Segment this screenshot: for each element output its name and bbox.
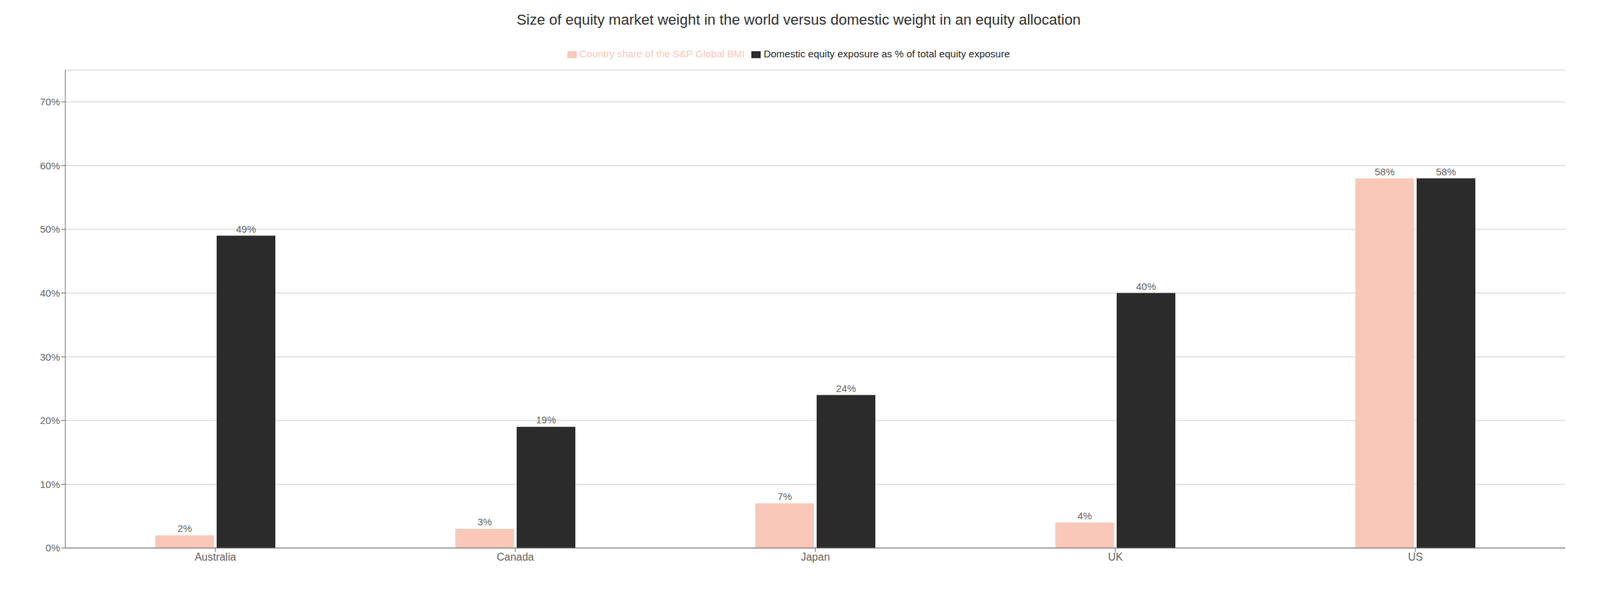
svg-text:7%: 7%	[777, 490, 792, 502]
svg-text:49%: 49%	[236, 223, 256, 235]
svg-text:20%: 20%	[40, 414, 60, 426]
svg-text:4%: 4%	[1077, 510, 1092, 522]
svg-text:Japan: Japan	[800, 551, 830, 563]
svg-text:2%: 2%	[177, 522, 192, 534]
svg-text:Australia: Australia	[194, 551, 236, 563]
svg-text:50%: 50%	[40, 223, 60, 235]
svg-text:60%: 60%	[40, 160, 60, 172]
svg-text:0%: 0%	[45, 542, 60, 554]
svg-text:US: US	[1408, 551, 1423, 563]
svg-text:3%: 3%	[477, 516, 492, 528]
html-text:Domestic equity exposure as %: Domestic equity exposure as % of total e…	[763, 48, 1010, 60]
html-text:Size of equity market weight i: Size of equity market weight in the worl…	[516, 11, 1081, 28]
svg-text:24%: 24%	[836, 382, 856, 394]
html-text:Country share of the S&P Globa: Country share of the S&P Global BMI	[579, 48, 745, 60]
svg-text:40%: 40%	[40, 287, 60, 299]
svg-text:19%: 19%	[536, 414, 556, 426]
svg-text:58%: 58%	[1374, 166, 1395, 178]
svg-text:Canada: Canada	[496, 551, 534, 563]
svg-text:70%: 70%	[40, 96, 60, 108]
svg-text:58%: 58%	[1436, 166, 1456, 178]
svg-text:10%: 10%	[40, 478, 60, 490]
svg-text:30%: 30%	[40, 351, 60, 363]
svg-text:UK: UK	[1108, 551, 1124, 563]
svg-text:40%: 40%	[1136, 280, 1156, 292]
